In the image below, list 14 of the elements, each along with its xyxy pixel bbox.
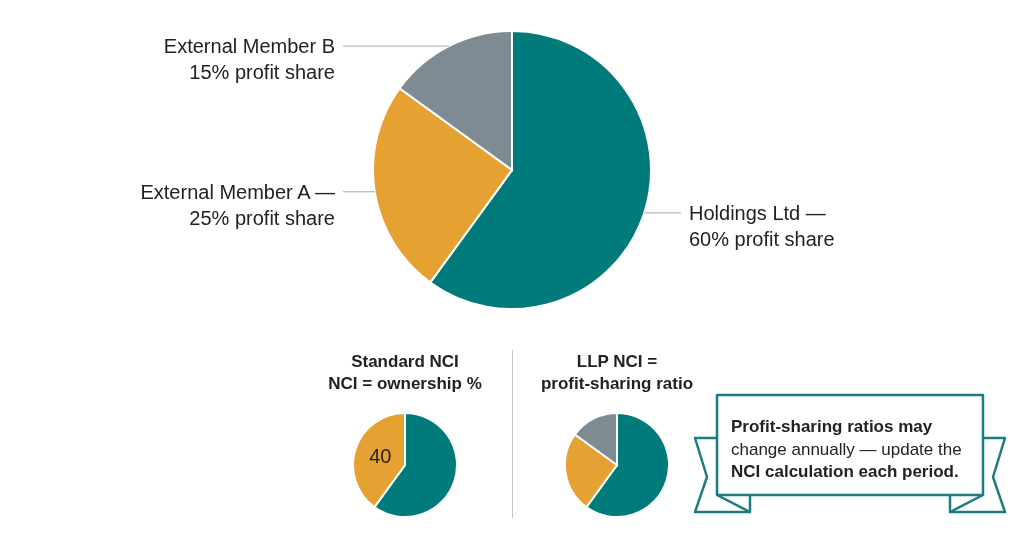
data-label: 60% profit share: [689, 227, 835, 250]
chart-title: Standard NCI: [351, 352, 459, 371]
data-label: 40: [369, 444, 392, 467]
slice-label: External Member B: [163, 35, 335, 58]
text: Profit-sharing ratios may: [731, 417, 933, 437]
data-label: 15% profit share: [189, 61, 335, 84]
text: change annually — update the: [731, 439, 962, 460]
slice-label: External Member A —: [140, 180, 335, 203]
data-label: 25% profit share: [189, 206, 335, 229]
text: NCI calculation each period.: [731, 462, 959, 482]
chart-subtitle: profit-sharing ratio: [540, 374, 694, 393]
chart-subtitle: NCI = ownership %: [328, 374, 482, 393]
chart-title: LLP NCI =: [576, 352, 658, 371]
slice-label: Holdings Ltd —: [689, 201, 826, 224]
